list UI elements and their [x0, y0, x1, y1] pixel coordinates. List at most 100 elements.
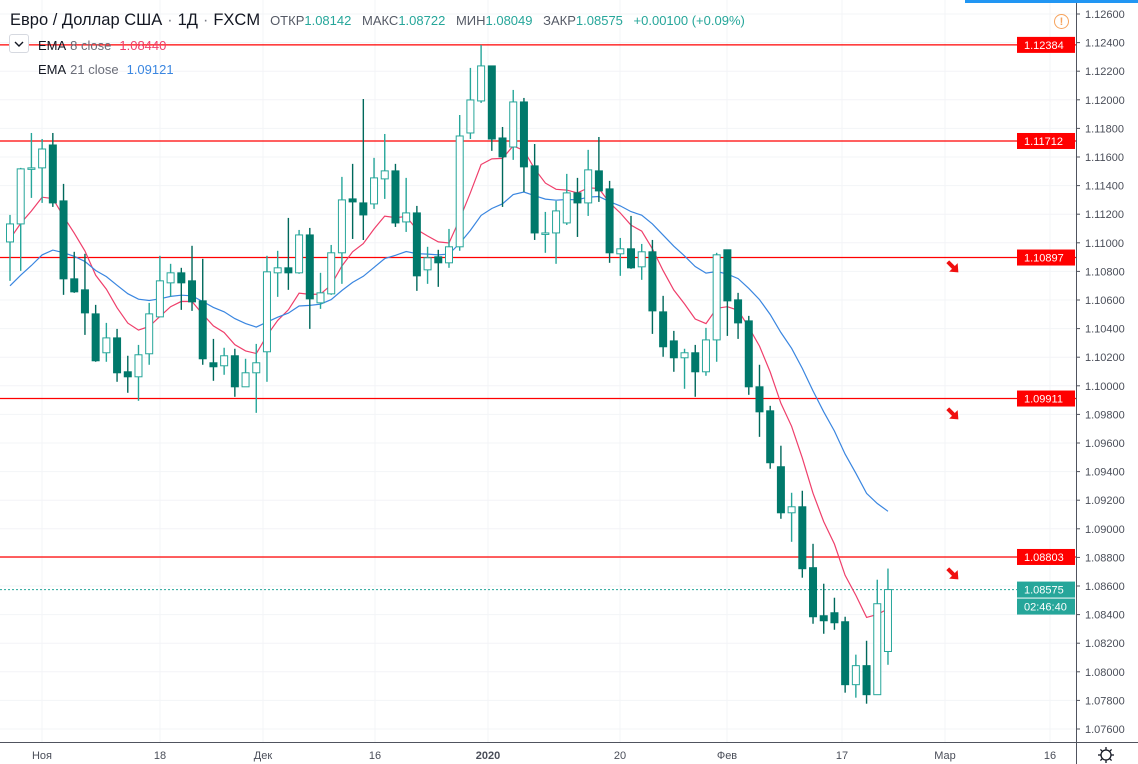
candle-bearish[interactable]: [80, 253, 89, 335]
candle-bullish[interactable]: [680, 348, 689, 389]
candle-bearish[interactable]: [669, 330, 678, 372]
candle-bullish[interactable]: [273, 250, 282, 297]
candle-bearish[interactable]: [48, 132, 57, 207]
candle-bearish[interactable]: [359, 98, 368, 240]
candle-bullish[interactable]: [327, 244, 336, 295]
candle-bearish[interactable]: [284, 217, 293, 290]
candle-bullish[interactable]: [423, 246, 432, 284]
candle-bearish[interactable]: [766, 405, 775, 469]
candle-bearish[interactable]: [809, 543, 818, 624]
candle-bullish[interactable]: [466, 67, 475, 139]
candle-bearish[interactable]: [594, 136, 603, 202]
candle-bearish[interactable]: [841, 616, 850, 693]
candle-bearish[interactable]: [498, 126, 507, 207]
candle-bearish[interactable]: [648, 239, 657, 334]
candle-bearish[interactable]: [776, 445, 785, 519]
indicator-ema-8[interactable]: EMA 8 close 1.08440: [38, 38, 166, 53]
candle-bearish[interactable]: [188, 245, 197, 311]
candle-bullish[interactable]: [220, 347, 229, 375]
candle-bearish[interactable]: [113, 328, 122, 382]
candle-bullish[interactable]: [102, 322, 111, 362]
candle-bearish[interactable]: [348, 163, 357, 239]
candle-bearish[interactable]: [91, 304, 100, 362]
candle-bullish[interactable]: [241, 358, 250, 388]
exclamation-circle-icon[interactable]: !: [1054, 14, 1069, 29]
candle-bullish[interactable]: [166, 263, 175, 297]
red-arrow-down-right-icon[interactable]: [944, 405, 963, 424]
candle-bullish[interactable]: [883, 568, 892, 665]
candle-bearish[interactable]: [391, 163, 400, 227]
candle-bullish[interactable]: [851, 654, 860, 698]
candle-bearish[interactable]: [177, 267, 186, 310]
candle-bearish[interactable]: [209, 338, 218, 381]
candle-bullish[interactable]: [402, 177, 411, 232]
candle-bullish[interactable]: [316, 272, 325, 309]
time-axis[interactable]: Ноя 18 Дек 16 2020 20 Фев 17 Мар 16: [0, 742, 1138, 763]
candle-bearish[interactable]: [723, 249, 732, 336]
price-badges[interactable]: 1.12384 1.11712 1.10897 1.09911 1.08803 1.085…: [1017, 36, 1075, 615]
red-arrow-down-right-icon[interactable]: [944, 565, 963, 584]
candle-bearish[interactable]: [70, 251, 79, 293]
candle-bearish[interactable]: [59, 183, 68, 295]
candle-bearish[interactable]: [573, 177, 582, 237]
gear-icon[interactable]: [1098, 747, 1114, 763]
annotation-arrows[interactable]: [944, 258, 963, 584]
candle-bullish[interactable]: [552, 200, 561, 264]
candle-bearish[interactable]: [659, 295, 668, 357]
candle-bullish[interactable]: [145, 302, 154, 365]
candle-bearish[interactable]: [734, 292, 743, 339]
candle-bearish[interactable]: [798, 490, 807, 578]
candle-bearish[interactable]: [230, 348, 239, 397]
candle-bearish[interactable]: [755, 364, 764, 437]
candle-bullish[interactable]: [295, 229, 304, 274]
candle-bearish[interactable]: [605, 180, 614, 263]
candle-bearish[interactable]: [530, 143, 539, 240]
candle-bullish[interactable]: [337, 176, 346, 284]
candle-bearish[interactable]: [627, 215, 636, 269]
candle-bullish[interactable]: [787, 492, 796, 542]
candle-bullish[interactable]: [16, 167, 25, 271]
candle-bullish[interactable]: [873, 579, 882, 696]
candle-bearish[interactable]: [691, 344, 700, 397]
candle-bullish[interactable]: [455, 114, 464, 251]
candle-bullish[interactable]: [38, 138, 47, 203]
candle-bearish[interactable]: [744, 315, 753, 395]
interval[interactable]: 1Д: [177, 11, 198, 29]
candle-bullish[interactable]: [616, 237, 625, 276]
candle-bullish[interactable]: [712, 252, 721, 362]
candle-bullish[interactable]: [6, 214, 14, 281]
candle-bearish[interactable]: [434, 249, 443, 287]
indicator-ema-21[interactable]: EMA 21 close 1.09121: [38, 62, 174, 77]
price-axis[interactable]: 1.12600 1.12400 1.12200 1.12000 1.11800 1.116…: [1076, 0, 1138, 764]
candle-bullish[interactable]: [155, 255, 164, 318]
red-arrow-down-right-icon[interactable]: [944, 258, 963, 277]
candle-bullish[interactable]: [262, 255, 271, 382]
candle-bearish[interactable]: [123, 355, 132, 393]
candle-bearish[interactable]: [487, 65, 496, 151]
candle-bearish[interactable]: [519, 97, 528, 192]
candle-bullish[interactable]: [27, 132, 36, 198]
candle-bullish[interactable]: [562, 173, 571, 225]
candle-bullish[interactable]: [370, 157, 379, 209]
symbol-name[interactable]: Евро / Доллар США: [10, 11, 163, 29]
candle-bullish[interactable]: [252, 343, 261, 413]
candle-bullish[interactable]: [637, 243, 646, 280]
candle-bullish[interactable]: [477, 44, 486, 103]
candle-bearish[interactable]: [819, 583, 828, 634]
candle-bullish[interactable]: [541, 211, 550, 253]
candle-bearish[interactable]: [305, 227, 314, 329]
candle-bearish[interactable]: [830, 597, 839, 630]
candles[interactable]: [6, 44, 892, 704]
candle-bullish[interactable]: [380, 133, 389, 199]
candle-bearish[interactable]: [198, 258, 207, 365]
candle-bearish[interactable]: [412, 205, 421, 291]
candle-bullish[interactable]: [444, 228, 453, 268]
candle-bullish[interactable]: [509, 89, 518, 160]
candle-bullish[interactable]: [701, 327, 710, 376]
horizontal-levels[interactable]: [0, 44, 1076, 591]
candle-bullish[interactable]: [584, 149, 593, 216]
legend-collapse-button[interactable]: [9, 34, 29, 53]
candle-bearish[interactable]: [862, 640, 871, 704]
candle-bullish[interactable]: [134, 344, 143, 401]
